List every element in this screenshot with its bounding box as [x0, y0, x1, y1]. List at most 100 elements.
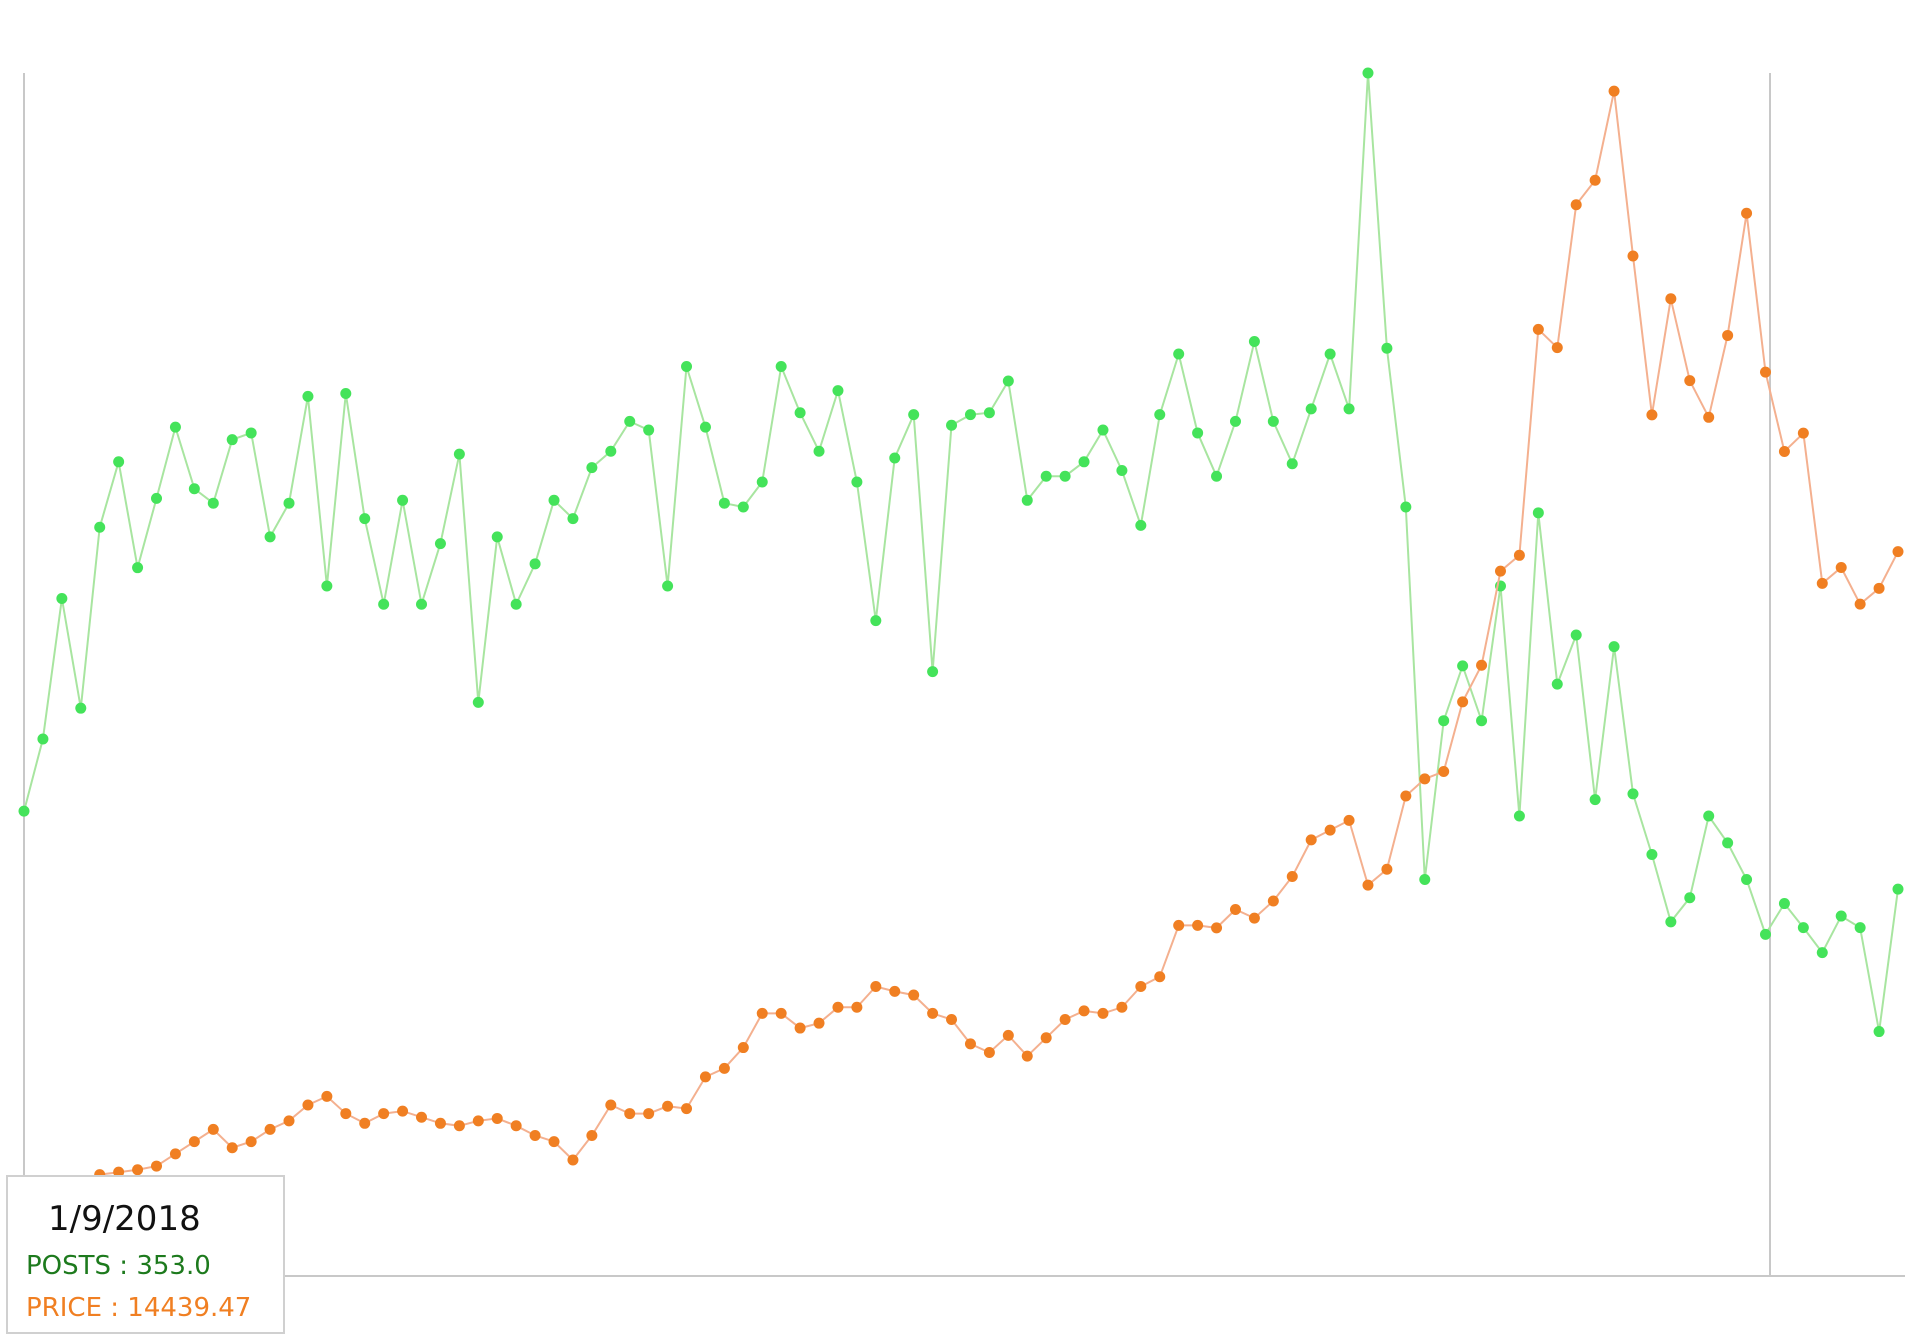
series-layer: [18, 67, 1904, 1215]
data-point: [1135, 519, 1147, 531]
data-point: [1703, 810, 1715, 822]
data-point: [321, 580, 333, 592]
data-point: [226, 1142, 238, 1154]
data-point: [1551, 678, 1563, 690]
data-point: [1873, 1026, 1885, 1038]
data-point: [1116, 1001, 1128, 1013]
data-point: [1211, 922, 1223, 934]
data-point: [359, 1117, 371, 1129]
data-point: [1816, 947, 1828, 959]
data-point: [1040, 470, 1052, 482]
data-point: [927, 666, 939, 678]
data-point: [813, 445, 825, 457]
data-point: [927, 1007, 939, 1019]
data-point: [188, 483, 200, 495]
data-point: [1684, 892, 1696, 904]
data-point: [832, 1001, 844, 1013]
data-point: [510, 1120, 522, 1132]
data-point: [1722, 837, 1734, 849]
data-point: [226, 434, 238, 446]
data-point: [378, 1108, 390, 1120]
data-point: [397, 494, 409, 506]
data-point: [510, 598, 522, 610]
data-point: [1797, 427, 1809, 439]
data-point: [737, 501, 749, 513]
data-point: [1059, 1013, 1071, 1025]
data-point: [397, 1105, 409, 1117]
data-point: [416, 1111, 428, 1123]
data-point: [94, 521, 106, 533]
data-point: [1229, 904, 1241, 916]
data-point: [1646, 409, 1658, 421]
data-point: [529, 558, 541, 570]
data-point: [1381, 863, 1393, 875]
data-point: [188, 1136, 200, 1148]
data-point: [794, 407, 806, 419]
data-point: [1059, 470, 1071, 482]
data-point: [491, 531, 503, 543]
data-point: [1797, 922, 1809, 934]
data-point: [681, 361, 693, 373]
tooltip-date: 1/9/2018: [48, 1199, 201, 1239]
data-point: [1854, 922, 1866, 934]
data-point: [1741, 873, 1753, 885]
data-point: [302, 390, 314, 402]
data-point: [37, 733, 49, 745]
data-point: [340, 387, 352, 399]
data-point: [283, 497, 295, 509]
data-point: [1494, 565, 1506, 577]
data-point: [1778, 445, 1790, 457]
data-point: [1305, 834, 1317, 846]
data-point: [1816, 577, 1828, 589]
data-point: [718, 497, 730, 509]
data-point: [1343, 403, 1355, 415]
data-point: [1457, 696, 1469, 708]
data-point: [1286, 871, 1298, 883]
data-point: [1665, 916, 1677, 928]
tooltip: 1/9/2018 POSTS : 353.0 PRICE : 14439.47: [6, 1175, 285, 1334]
data-point: [1759, 366, 1771, 378]
data-point: [283, 1115, 295, 1127]
data-point: [1192, 427, 1204, 439]
data-point: [472, 696, 484, 708]
data-point: [851, 1001, 863, 1013]
data-point: [567, 1154, 579, 1166]
data-point: [18, 805, 30, 817]
data-point: [1513, 549, 1525, 561]
data-point: [1684, 375, 1696, 387]
data-point: [586, 1130, 598, 1142]
data-point: [624, 1108, 636, 1120]
data-point: [1627, 788, 1639, 800]
data-point: [1778, 898, 1790, 910]
data-point: [1532, 507, 1544, 519]
data-point: [1324, 348, 1336, 360]
data-point: [832, 385, 844, 397]
data-point: [1154, 971, 1166, 983]
data-point: [1476, 715, 1488, 727]
data-point: [870, 615, 882, 627]
data-point: [1703, 411, 1715, 423]
data-point: [264, 1123, 276, 1135]
data-point: [169, 421, 181, 433]
data-point: [434, 1117, 446, 1129]
data-point: [132, 1164, 144, 1176]
data-point: [491, 1112, 503, 1124]
data-point: [1400, 790, 1412, 802]
data-point: [1116, 464, 1128, 476]
data-point: [1192, 919, 1204, 931]
data-point: [1381, 342, 1393, 354]
data-point: [113, 456, 125, 468]
data-point: [56, 592, 68, 604]
data-point: [548, 494, 560, 506]
data-point: [718, 1062, 730, 1074]
data-point: [567, 513, 579, 525]
data-point: [1419, 773, 1431, 785]
data-point: [586, 462, 598, 474]
data-point: [1665, 293, 1677, 305]
data-point: [775, 361, 787, 373]
data-point: [529, 1130, 541, 1142]
data-point: [1248, 336, 1260, 348]
data-point: [1097, 1007, 1109, 1019]
data-point: [964, 409, 976, 421]
data-point: [908, 989, 920, 1001]
